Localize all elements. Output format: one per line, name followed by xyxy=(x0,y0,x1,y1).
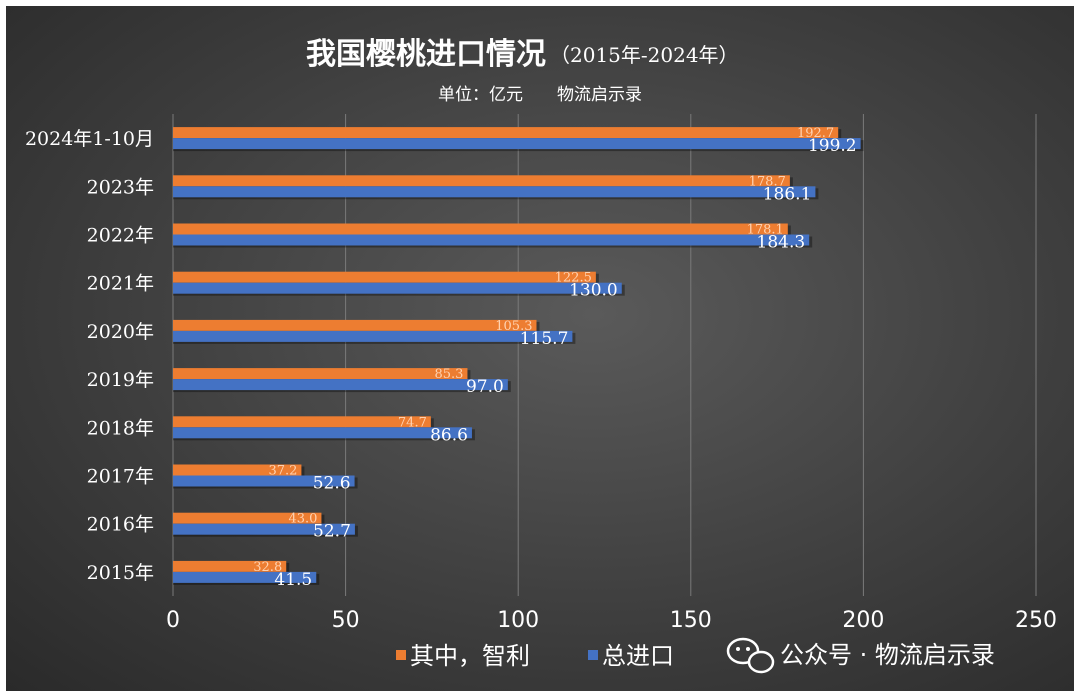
data-label-chile: 178.7 xyxy=(749,174,786,189)
bar-chile xyxy=(173,512,322,524)
wechat-icon xyxy=(726,637,775,674)
x-tick-label: 50 xyxy=(332,608,360,633)
chart-title: 我国樱桃进口情况 xyxy=(306,37,546,72)
bar-total xyxy=(173,186,816,198)
x-tick-label: 0 xyxy=(166,608,180,633)
bar-chile xyxy=(173,175,790,187)
data-label-chile: 122.5 xyxy=(555,271,592,286)
category-label: 2016年 xyxy=(87,514,154,536)
bar-total xyxy=(173,379,508,391)
data-label-chile: 74.7 xyxy=(398,415,427,430)
data-label-total: 184.3 xyxy=(757,233,806,253)
x-tick-label: 250 xyxy=(1015,608,1057,633)
chart-title-suffix: （2015年-2024年） xyxy=(550,43,739,67)
watermark: 公众号 · 物流启示录 xyxy=(726,637,995,674)
legend: 其中，智利 总进口 xyxy=(396,642,674,670)
data-label-total: 86.6 xyxy=(430,425,468,445)
legend-swatch-chile xyxy=(396,650,406,660)
data-label-total: 52.6 xyxy=(313,474,351,494)
data-label-chile: 85.3 xyxy=(435,367,464,382)
data-label-total: 52.7 xyxy=(313,522,351,542)
data-label-total: 41.5 xyxy=(274,570,312,590)
bar-total xyxy=(173,138,861,150)
legend-label-chile: 其中，智利 xyxy=(410,642,530,670)
bars xyxy=(173,127,864,585)
data-label-chile: 37.2 xyxy=(268,464,297,479)
bar-chile xyxy=(173,319,537,331)
chart-subtitle: 单位：亿元 物流启示录 xyxy=(438,85,642,105)
bar-total xyxy=(173,523,355,535)
bar-chile xyxy=(173,560,287,572)
bar-chile xyxy=(173,368,468,380)
x-axis-ticks: 0 50 100 150 200 250 xyxy=(166,608,1057,633)
data-label-chile: 192.7 xyxy=(797,126,834,141)
category-label: 2018年 xyxy=(87,417,154,439)
category-label: 2019年 xyxy=(87,369,154,391)
category-label: 2020年 xyxy=(87,321,154,343)
category-labels: 2024年1-10月 2023年 2022年 2021年 2020年 2019年 2018年… xyxy=(25,128,154,584)
category-label: 2024年1-10月 xyxy=(25,128,154,150)
data-label-total: 186.1 xyxy=(763,184,812,204)
category-label: 2021年 xyxy=(87,273,154,295)
bar-total xyxy=(173,234,810,246)
data-label-total: 97.0 xyxy=(466,377,504,397)
category-label: 2015年 xyxy=(87,562,154,584)
x-tick-label: 150 xyxy=(670,608,712,633)
bar-total xyxy=(173,475,355,487)
x-tick-label: 200 xyxy=(842,608,884,633)
data-label-chile: 178.1 xyxy=(747,223,784,238)
data-label-total: 130.0 xyxy=(569,281,618,301)
bar-total xyxy=(173,330,573,342)
x-tick-label: 100 xyxy=(497,608,539,633)
legend-label-total: 总进口 xyxy=(602,642,674,670)
data-label-chile: 105.3 xyxy=(495,319,532,334)
bar-total xyxy=(173,282,622,294)
bar-chile xyxy=(173,271,596,283)
watermark-text: 公众号 · 物流启示录 xyxy=(780,641,995,669)
category-label: 2022年 xyxy=(87,225,154,247)
chart-panel: 我国樱桃进口情况 （2015年-2024年） 单位：亿元 物流启示录 2024年… xyxy=(6,6,1074,691)
bar-chile xyxy=(173,127,839,139)
bar-chile xyxy=(173,416,431,428)
category-label: 2017年 xyxy=(87,466,154,488)
data-label-total: 199.2 xyxy=(808,136,857,156)
data-label-chile: 43.0 xyxy=(288,512,317,527)
bar-chile xyxy=(173,464,302,476)
data-label-total: 115.7 xyxy=(520,329,569,349)
bar-total xyxy=(173,427,472,439)
bar-chile xyxy=(173,223,788,235)
bar-chart: 我国樱桃进口情况 （2015年-2024年） 单位：亿元 物流启示录 2024年… xyxy=(25,37,1057,674)
category-label: 2023年 xyxy=(87,176,154,198)
data-label-chile: 32.8 xyxy=(253,560,282,575)
bar-total xyxy=(173,571,317,583)
legend-swatch-total xyxy=(588,650,598,660)
